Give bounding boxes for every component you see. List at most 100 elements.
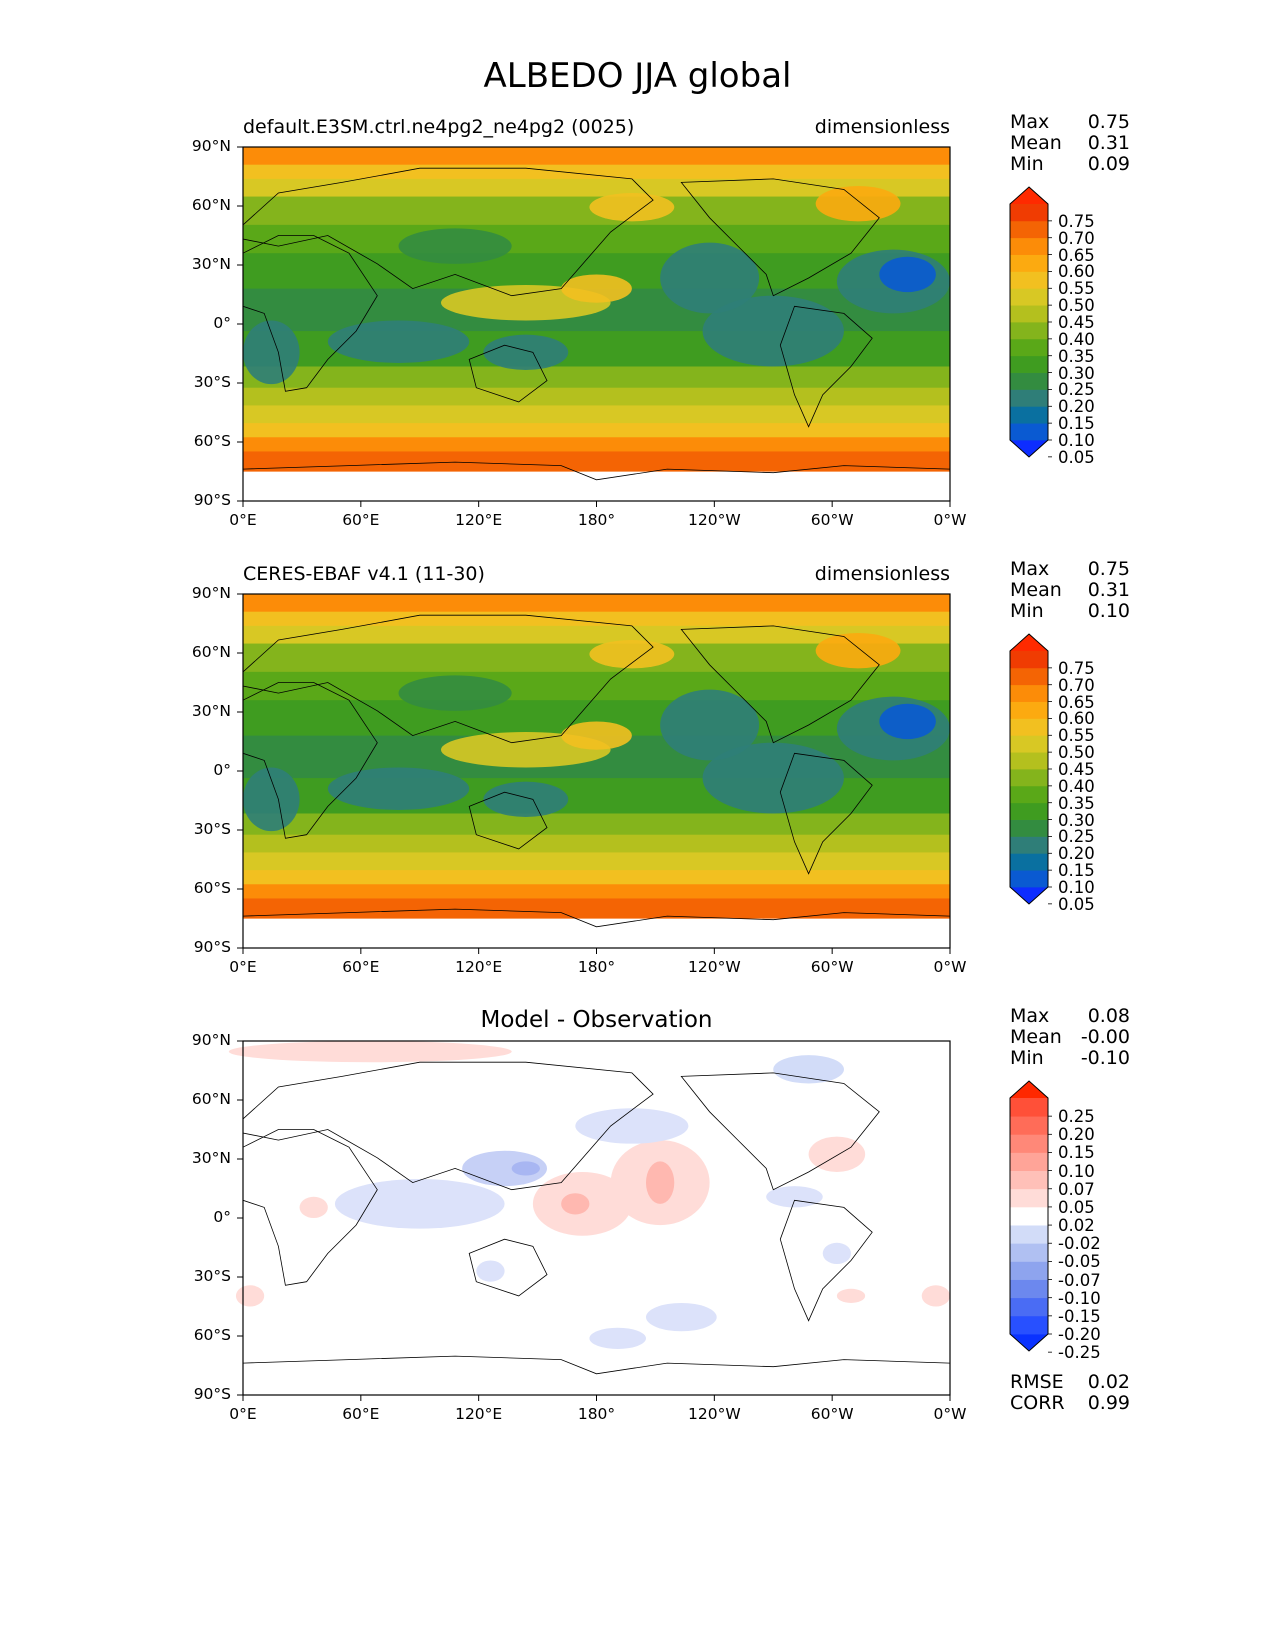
colorbar-segment <box>1010 1279 1048 1299</box>
stat-label-min: Min <box>1010 1047 1044 1069</box>
colorbar-segment <box>1010 322 1048 340</box>
colorbar-tick-label: 0.30 <box>1058 810 1095 830</box>
colorbar-tick-label: 0.07 <box>1058 1179 1095 1199</box>
lon-tick-label: 60°E <box>342 1405 380 1423</box>
stat-label-mean: Mean <box>1010 132 1062 154</box>
coastline <box>779 752 873 875</box>
lon-tick-label: 0°E <box>229 511 257 529</box>
lon-tick-label: 60°W <box>810 958 854 976</box>
coastline <box>779 1199 873 1322</box>
lon-tick-label: 60°W <box>810 511 854 529</box>
colorbar-tick-label: 0.75 <box>1058 211 1095 231</box>
lat-tick-label: 0° <box>213 761 231 779</box>
colorbar-tick-label: 0.60 <box>1058 709 1095 729</box>
colorbar-segment <box>1010 819 1048 837</box>
lon-tick-label: 180° <box>577 1405 616 1423</box>
colorbar-extend-high <box>1010 1081 1048 1098</box>
stat-value-corr: 0.99 <box>1087 1392 1130 1414</box>
lon-tick-label: 0°E <box>229 958 257 976</box>
coastline <box>468 1238 548 1297</box>
lon-tick-label: 180° <box>577 511 616 529</box>
stat-value-max: 0.75 <box>1087 111 1130 133</box>
colorbar-tick-label: 0.25 <box>1058 380 1095 400</box>
lat-tick-label: 90°S <box>193 1385 231 1403</box>
lon-tick-label: 120°E <box>455 1405 503 1423</box>
colorbar-segment <box>1010 684 1048 702</box>
colorbar-segment <box>1010 1170 1048 1190</box>
coastline <box>242 461 951 481</box>
stat-value-max: 0.08 <box>1087 1005 1130 1027</box>
stat-value-mean: -0.00 <box>1080 1026 1130 1048</box>
colorbar-tick-label: -0.10 <box>1058 1288 1101 1308</box>
colorbar-tick-label: 0.50 <box>1058 743 1095 763</box>
colorbar-tick-label: 0.25 <box>1058 827 1095 847</box>
model-map <box>237 146 951 507</box>
lat-tick-label: 90°N <box>191 137 231 155</box>
colorbar-tick-label: 0.25 <box>1058 1107 1095 1127</box>
lon-tick-label: 0°W <box>933 511 967 529</box>
stat-label-max: Max <box>1010 558 1050 580</box>
observation-colorbar <box>1009 633 1052 905</box>
colorbar-tick-label: -0.05 <box>1058 1252 1101 1272</box>
colorbar-segment <box>1010 1206 1048 1226</box>
colorbar-outline <box>1009 1080 1049 1352</box>
colorbar-extend-high <box>1010 187 1048 204</box>
colorbar-segment <box>1010 355 1048 373</box>
colorbar-segment <box>1010 1116 1048 1135</box>
colorbar-tick-label: 0.20 <box>1058 844 1095 864</box>
coastline <box>242 614 654 744</box>
colorbar-segment <box>1010 1188 1048 1208</box>
lat-tick-label: 90°S <box>193 938 231 956</box>
colorbar-tick-label: 0.65 <box>1058 692 1095 712</box>
stat-label-mean: Mean <box>1010 1026 1062 1048</box>
colorbar-segment <box>1010 389 1048 407</box>
colorbar-segment <box>1010 406 1048 424</box>
colorbar-tick-label: 0.50 <box>1058 296 1095 316</box>
stat-label-mean: Mean <box>1010 579 1062 601</box>
colorbar-extend-low <box>1010 887 1048 904</box>
colorbar-segment <box>1010 237 1048 255</box>
panel-units: dimensionless <box>814 116 950 138</box>
colorbar-tick-label: -0.25 <box>1058 1343 1101 1363</box>
colorbar-segment <box>1010 1297 1048 1317</box>
colorbar-outline <box>1009 633 1049 905</box>
colorbar-segment <box>1010 718 1048 736</box>
stat-label-max: Max <box>1010 1005 1050 1027</box>
lon-tick-label: 0°W <box>933 958 967 976</box>
colorbar-tick-label: 0.55 <box>1058 279 1095 299</box>
colorbar-tick-label: 0.05 <box>1058 447 1095 467</box>
colorbar-tick-label: 0.15 <box>1058 414 1095 434</box>
colorbar-segment <box>1010 305 1048 323</box>
stat-label-max: Max <box>1010 111 1050 133</box>
observation-map <box>237 593 951 954</box>
colorbar-tick-label: 0.65 <box>1058 245 1095 265</box>
stat-label-corr: CORR <box>1010 1392 1065 1414</box>
coastline <box>680 178 880 297</box>
stat-value-min: -0.10 <box>1080 1047 1130 1069</box>
colorbar-segment <box>1010 338 1048 357</box>
coastline <box>242 682 378 839</box>
lat-tick-label: 30°S <box>193 1267 231 1285</box>
colorbar-segment <box>1010 836 1048 854</box>
coastline <box>242 1129 378 1286</box>
lon-tick-label: 120°W <box>687 958 741 976</box>
colorbar-tick-label: 0.75 <box>1058 658 1095 678</box>
lat-tick-label: 60°S <box>193 879 231 897</box>
colorbar-segment <box>1010 1098 1048 1117</box>
colorbar-segment <box>1010 651 1048 669</box>
colorbar-tick-label: 0.15 <box>1058 1143 1095 1163</box>
panel-units: dimensionless <box>814 563 950 585</box>
colorbar-segment <box>1010 785 1048 804</box>
coastline <box>242 1355 951 1375</box>
colorbar-tick-label: 0.40 <box>1058 329 1095 349</box>
stat-value-min: 0.10 <box>1087 600 1130 622</box>
colorbar-extend-high <box>1010 634 1048 651</box>
lon-tick-label: 120°E <box>455 511 503 529</box>
colorbar-segment <box>1010 1134 1048 1153</box>
lat-tick-label: 60°S <box>193 432 231 450</box>
colorbar-extend-low <box>1010 440 1048 457</box>
colorbar-segment <box>1010 204 1048 222</box>
colorbar-segment <box>1010 288 1048 306</box>
colorbar-segment <box>1010 1225 1048 1244</box>
colorbar-tick-label: 0.55 <box>1058 726 1095 746</box>
